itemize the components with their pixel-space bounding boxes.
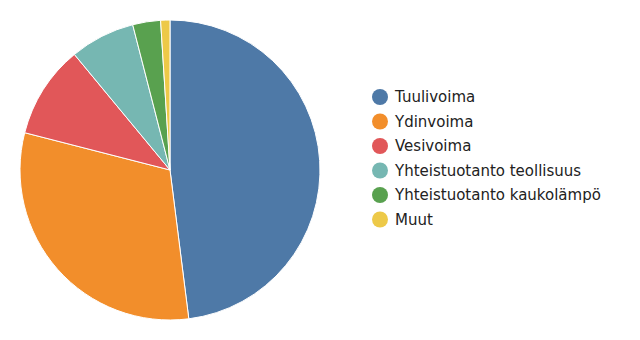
legend-label: Muut: [395, 211, 433, 229]
pie: [20, 20, 320, 320]
legend-label: Vesivoima: [395, 137, 471, 155]
pie-slice: [170, 20, 320, 319]
legend: Tuulivoima Ydinvoima Vesivoima Yhteistuotan…: [372, 88, 601, 229]
legend-item: Ydinvoima: [372, 113, 473, 131]
legend-item: Tuulivoima: [372, 88, 475, 106]
legend-item: Vesivoima: [372, 137, 471, 155]
legend-swatch: [372, 89, 388, 105]
legend-swatch: [372, 187, 388, 203]
pie-slice: [161, 20, 170, 170]
pie-slice: [133, 20, 170, 170]
legend-label: Tuulivoima: [394, 88, 475, 106]
legend-swatch: [372, 114, 388, 130]
legend-label: Ydinvoima: [394, 113, 473, 131]
chart: Tuulivoima Ydinvoima Vesivoima Yhteistuotan…: [0, 0, 640, 340]
legend-item: Muut: [372, 211, 433, 229]
legend-item: Yhteistuotanto teollisuus: [372, 162, 581, 180]
legend-label: Yhteistuotanto teollisuus: [394, 162, 581, 180]
legend-swatch: [372, 163, 388, 179]
legend-swatch: [372, 138, 388, 154]
legend-label: Yhteistuotanto kaukolämpö: [394, 186, 601, 204]
legend-item: Yhteistuotanto kaukolämpö: [372, 186, 601, 204]
legend-swatch: [372, 212, 388, 228]
